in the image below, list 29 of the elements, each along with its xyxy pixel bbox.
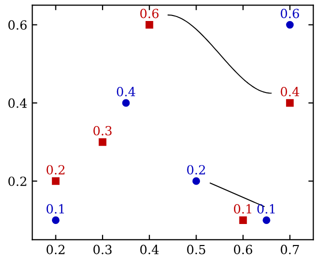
point xyxy=(98,138,106,146)
point xyxy=(239,216,247,224)
data-label: 0.2 xyxy=(187,165,205,175)
data-label: 0.4 xyxy=(116,86,136,96)
point xyxy=(146,20,154,29)
x-tick-label: 0.2 xyxy=(46,244,64,254)
x-tick-label: 0.3 xyxy=(93,244,112,254)
y-tick-label: 0.6 xyxy=(8,20,27,30)
point xyxy=(52,177,60,185)
point xyxy=(52,216,60,224)
x-tick-label: 0.7 xyxy=(280,244,299,254)
data-label: 0.1 xyxy=(234,204,252,214)
point xyxy=(262,216,270,224)
point xyxy=(286,20,294,29)
data-label: 0.2 xyxy=(46,165,64,175)
data-label: 0.1 xyxy=(46,204,64,214)
point xyxy=(122,99,130,107)
point xyxy=(286,99,294,107)
x-tick-label: 0.5 xyxy=(187,244,206,254)
x-tick-label: 0.4 xyxy=(140,244,159,254)
data-label: 0.1 xyxy=(257,204,275,214)
x-tick-label: 0.6 xyxy=(234,244,252,254)
point xyxy=(192,177,200,185)
data-label: 0.6 xyxy=(280,8,300,18)
y-tick-label: 0.2 xyxy=(8,176,26,186)
data-label: 0.3 xyxy=(93,126,112,136)
data-label: 0.6 xyxy=(140,8,159,18)
data-label: 0.4 xyxy=(280,86,300,96)
y-tick-label: 0.4 xyxy=(8,98,27,108)
